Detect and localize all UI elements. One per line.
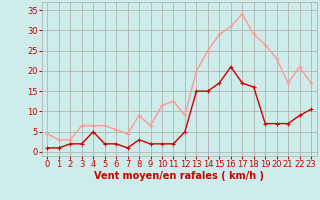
X-axis label: Vent moyen/en rafales ( km/h ): Vent moyen/en rafales ( km/h ) [94, 171, 264, 181]
